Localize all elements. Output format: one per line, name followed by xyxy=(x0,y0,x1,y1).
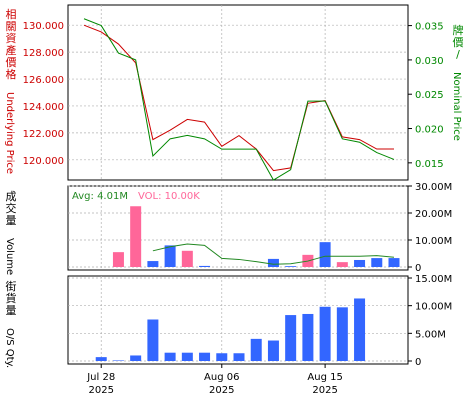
osqty-bar xyxy=(302,313,314,361)
volume-bar xyxy=(354,259,366,267)
osqty-bar xyxy=(336,307,348,361)
volume-panel: 0 10.00M 20.00M 30.00M Avg: 4.01M VOL: 10.00K… xyxy=(4,182,452,275)
price-plot-frame xyxy=(67,4,409,181)
osqty-bar xyxy=(216,353,228,361)
date-tick-year: 2025 xyxy=(88,385,113,396)
nominal-price-line xyxy=(83,18,395,181)
left-tick-label: 126.000 xyxy=(23,75,64,86)
volume-bar xyxy=(388,258,400,267)
right-axis-title: 牌價/ Nominal Price xyxy=(451,23,464,141)
osqty-plot-frame xyxy=(67,275,409,365)
volume-bar xyxy=(319,242,331,267)
right-tick-label: 0.025 xyxy=(415,90,444,101)
volume-bar xyxy=(371,258,383,267)
osqty-bar xyxy=(250,338,262,361)
osqty-bar xyxy=(112,360,124,361)
left-axis-title-char: 格 xyxy=(6,67,17,81)
date-tick-year: 2025 xyxy=(209,385,234,396)
osqty-bar xyxy=(267,340,279,361)
volume-bar xyxy=(267,258,279,267)
left-axis-title-char: 相 xyxy=(6,8,17,21)
volume-axis-title-char: 量 xyxy=(6,214,17,227)
right-tick-label: 0.030 xyxy=(415,56,444,67)
volume-axis-title-char: 成 xyxy=(6,190,17,203)
left-tick-label: 128.000 xyxy=(23,48,64,59)
osqty-bar xyxy=(233,353,245,361)
left-axis-title-char: 產 xyxy=(6,43,17,57)
volume-bar xyxy=(112,252,124,267)
left-tick-label: 124.000 xyxy=(23,102,64,113)
volume-axis-title-latin: Volume xyxy=(4,238,15,275)
volume-tick-label: 10.00M xyxy=(415,236,452,247)
date-tick-year: 2025 xyxy=(312,385,337,396)
osqty-bar xyxy=(285,315,297,361)
left-axis-title-char: 資 xyxy=(6,32,17,45)
volume-axis-title: 成交量 Volume xyxy=(4,190,17,275)
underlying-price-line xyxy=(83,24,394,172)
volume-vol-legend: VOL: 10.00K xyxy=(138,191,200,202)
osqty-tick-label: 0 xyxy=(415,357,421,368)
osqty-bar xyxy=(147,319,159,361)
right-axis-title-char: / xyxy=(456,48,460,61)
osqty-axis-title-char: 貨 xyxy=(6,291,17,305)
left-tick-label: 130.000 xyxy=(23,21,64,32)
volume-bar xyxy=(336,262,348,267)
volume-bar xyxy=(199,265,211,267)
left-tick-label: 120.000 xyxy=(23,156,64,167)
os-qty-panel: 0 5.00M 10.00M 15.00M 街貨量 O/S Qty. xyxy=(4,274,452,368)
osqty-tick-label: 5.00M xyxy=(415,329,446,340)
osqty-axis-title-latin: O/S Qty. xyxy=(4,328,15,368)
volume-tick-label: 0 xyxy=(415,263,421,274)
osqty-bar xyxy=(181,352,193,361)
right-axis-title-char: 價 xyxy=(453,35,464,49)
osqty-axis-title-char: 街 xyxy=(6,279,17,293)
left-axis-title-latin: Underlying Price xyxy=(4,92,15,174)
osqty-bar xyxy=(95,357,107,361)
right-tick-label: 0.035 xyxy=(415,22,444,33)
osqty-tick-label: 15.00M xyxy=(415,274,452,285)
osqty-bar xyxy=(130,355,142,361)
left-axis-title-char: 價 xyxy=(6,55,17,69)
date-tick-label: Aug 06 xyxy=(204,372,239,383)
volume-tick-label: 20.00M xyxy=(415,209,452,220)
left-tick-label: 122.000 xyxy=(23,129,64,140)
volume-avg-legend: Avg: 4.01M xyxy=(72,191,128,202)
osqty-tick-label: 10.00M xyxy=(415,302,452,313)
volume-tick-label: 30.00M xyxy=(415,182,452,193)
volume-bar xyxy=(164,245,176,267)
volume-avg-line xyxy=(152,243,395,265)
osqty-axis-title-char: 量 xyxy=(6,304,17,317)
osqty-axis-title: 街貨量 O/S Qty. xyxy=(4,279,17,368)
date-axis: Jul 28 2025 Aug 06 2025 Aug 15 2025 xyxy=(86,364,343,396)
right-axis-title-latin: Nominal Price xyxy=(451,72,462,141)
date-tick-label: Jul 28 xyxy=(86,372,115,383)
volume-bar xyxy=(130,206,142,267)
right-tick-label: 0.020 xyxy=(415,125,444,136)
right-tick-label: 0.015 xyxy=(415,159,444,170)
osqty-bar xyxy=(199,352,211,361)
volume-bar xyxy=(181,250,193,267)
price-panel: 120.000 122.000 124.000 126.000 128.000 130.0… xyxy=(4,4,464,181)
osqty-bar xyxy=(319,306,331,361)
volume-axis-title-char: 交 xyxy=(6,201,17,215)
date-tick-label: Aug 15 xyxy=(307,372,342,383)
volume-bar xyxy=(147,261,159,267)
osqty-bar xyxy=(354,298,366,361)
osqty-bar xyxy=(164,352,176,361)
left-axis-title-char: 關 xyxy=(6,20,17,33)
right-axis-title-char: 牌 xyxy=(453,23,464,37)
volume-bar xyxy=(285,266,297,267)
